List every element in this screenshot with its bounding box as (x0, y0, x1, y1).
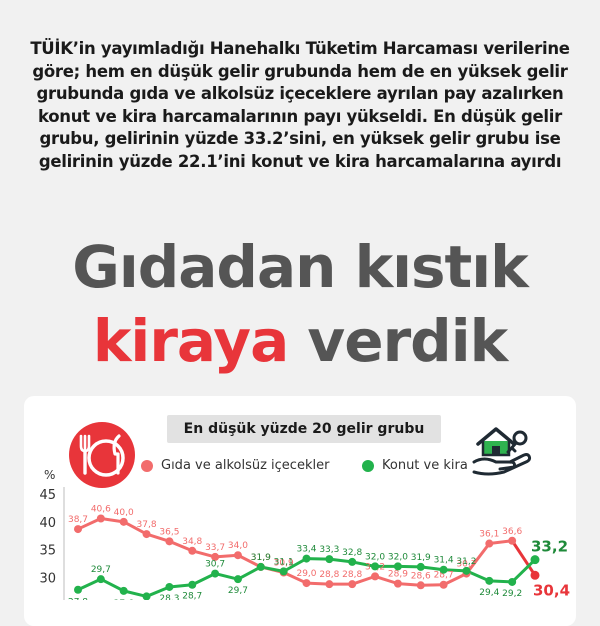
chart-title: En düşük yüzde 20 gelir grubu (167, 415, 441, 443)
fork-knife-plate-icon (69, 422, 135, 488)
intro-paragraph: TÜİK’in yayımladığı Hanehalkı Tüketim Ha… (30, 39, 570, 171)
legend-food-swatch (141, 460, 153, 472)
legend-food: Gıda ve alkolsüz içecekler (141, 458, 329, 474)
headline-line-1: Gıdadan kıstık (72, 233, 528, 301)
y-axis-unit-label: % (44, 468, 56, 482)
legend-housing: Konut ve kira (362, 458, 468, 474)
headline-highlight: kiraya (92, 307, 289, 375)
legend-housing-label: Konut ve kira (382, 458, 468, 473)
hand-house-key-icon (472, 427, 532, 476)
headline-line-2: kiraya verdik (0, 306, 600, 376)
headline-line-2-rest: verdik (307, 307, 508, 375)
legend-food-label: Gıda ve alkolsüz içecekler (161, 458, 330, 473)
legend-housing-swatch (362, 460, 374, 472)
